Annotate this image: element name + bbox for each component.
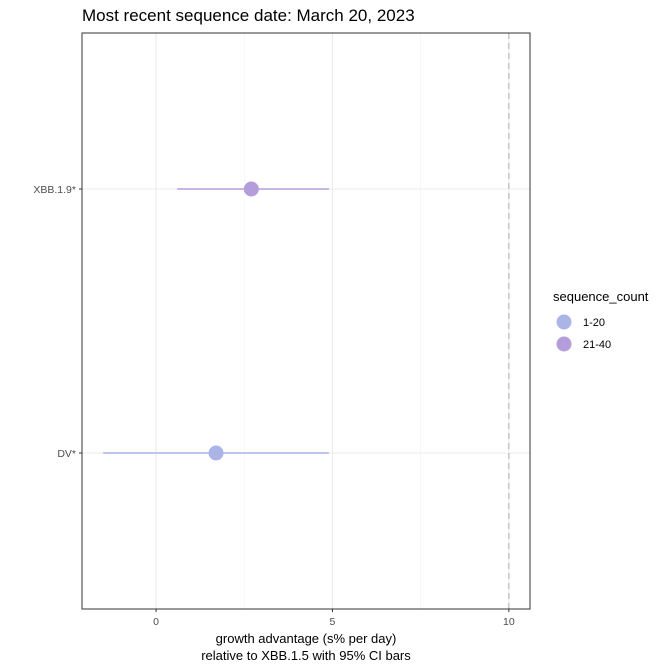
legend-key [556, 336, 572, 352]
data-points [208, 181, 259, 461]
y-tick-label: XBB.1.9* [33, 184, 76, 196]
data-point [208, 445, 224, 461]
legend-key [556, 314, 572, 330]
y-axis: XBB.1.9* DV* [33, 184, 82, 460]
legend: sequence_count 1-20 21-40 [553, 289, 649, 352]
legend-title: sequence_count [553, 289, 649, 304]
x-axis-title-line1: growth advantage (s% per day) [216, 631, 397, 646]
data-point [243, 181, 259, 197]
x-axis: 0 5 10 [153, 609, 515, 628]
panel-border [81, 32, 531, 610]
x-tick-label: 0 [153, 616, 159, 628]
chart-title: Most recent sequence date: March 20, 202… [82, 6, 415, 25]
legend-label: 1-20 [583, 317, 605, 329]
legend-label: 21-40 [583, 339, 611, 351]
plot-panel [82, 33, 530, 609]
x-tick-label: 5 [330, 616, 336, 628]
x-axis-title-line2: relative to XBB.1.5 with 95% CI bars [201, 648, 411, 663]
y-tick-label: DV* [57, 448, 76, 460]
x-tick-label: 10 [503, 616, 515, 628]
